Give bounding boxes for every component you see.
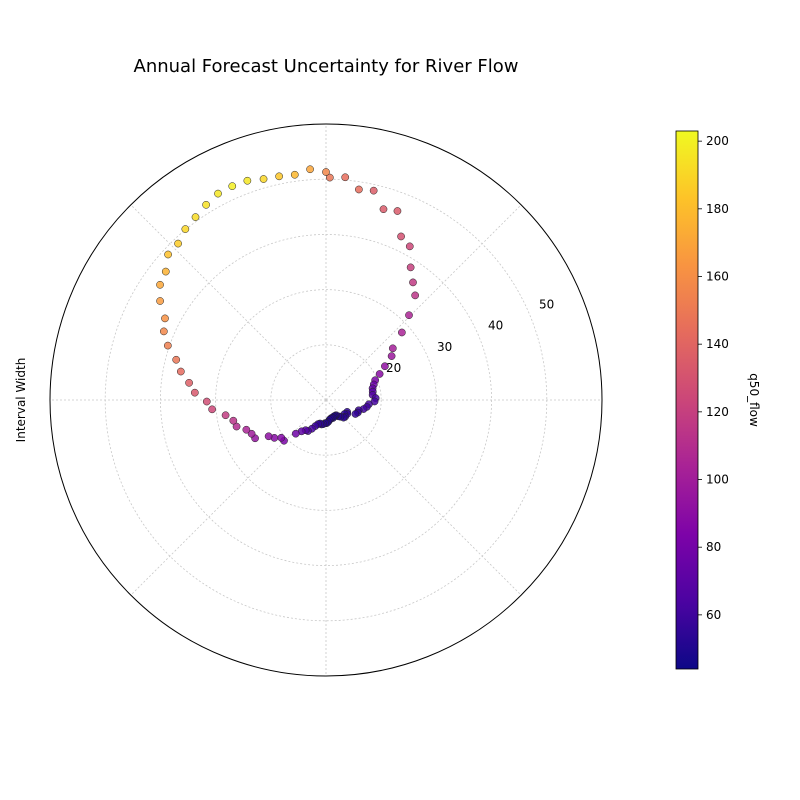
colorbar-tick-label: 160 (706, 269, 729, 283)
data-point (172, 355, 181, 364)
data-point (208, 405, 216, 414)
grid-spoke (325, 399, 522, 596)
colorbar-label: q50_flow (747, 373, 761, 427)
y-axis-label: Interval Width (14, 358, 28, 443)
colorbar-tick-label: 100 (706, 473, 729, 487)
data-point (341, 173, 350, 182)
colorbar-tick-label: 140 (706, 337, 729, 351)
data-point (202, 200, 210, 209)
data-point (164, 250, 172, 259)
polar-grid (50, 124, 602, 676)
colorbar-tick-label: 200 (706, 134, 729, 148)
data-point (306, 165, 314, 174)
data-point (379, 205, 388, 214)
data-point (247, 429, 256, 438)
data-point (243, 176, 252, 185)
radial-tick-label: 30 (437, 340, 452, 354)
data-point (381, 362, 389, 371)
polar-frame (49, 123, 603, 677)
data-point (388, 344, 397, 353)
data-point (277, 433, 286, 442)
data-point (174, 239, 182, 248)
data-point (409, 278, 417, 287)
data-point (375, 370, 384, 378)
data-point (325, 173, 334, 182)
grid-spoke (325, 204, 522, 401)
data-point (242, 425, 251, 434)
data-point (185, 378, 193, 387)
chart-title: Annual Forecast Uncertainty for River Fl… (134, 56, 519, 77)
radial-tick-labels: 20 30 40 50 (386, 298, 554, 375)
data-point (355, 185, 363, 194)
data-point (181, 225, 190, 233)
data-point (411, 291, 420, 300)
grid-spoke (130, 399, 327, 596)
data-point (259, 175, 268, 183)
data-point (176, 367, 185, 376)
colorbar-tick-label: 180 (706, 202, 729, 216)
grid-ring (215, 289, 437, 511)
data-point (405, 242, 414, 251)
grid-ring (270, 344, 382, 456)
data-point (159, 327, 168, 336)
data-point (275, 172, 283, 181)
data-point (264, 432, 273, 441)
data-point (221, 411, 230, 420)
data-point (398, 328, 406, 337)
colorbar-tick-label: 60 (706, 608, 721, 622)
data-point (161, 267, 170, 276)
colorbar: 60 80 100 120 140 160 180 200 q50_flow (675, 130, 761, 670)
data-point (291, 429, 300, 438)
colorbar-gradient (675, 130, 699, 670)
radial-tick-label: 40 (488, 319, 503, 333)
data-point (191, 213, 200, 221)
data-point (229, 416, 238, 425)
data-point (322, 168, 330, 176)
data-point (369, 186, 378, 195)
data-point (228, 182, 237, 190)
radial-tick-label: 20 (386, 361, 401, 375)
data-point (190, 388, 199, 397)
data-point (161, 314, 169, 323)
data-point (163, 341, 172, 350)
data-point (387, 352, 396, 360)
data-points (156, 165, 420, 445)
data-point (232, 422, 241, 431)
data-point (290, 170, 299, 179)
colorbar-tick-label: 120 (706, 405, 729, 419)
data-point (397, 232, 405, 241)
data-point (405, 311, 413, 320)
data-point (351, 410, 360, 418)
colorbar-tick-label: 80 (706, 540, 721, 554)
data-point (214, 189, 222, 198)
radial-tick-label: 50 (539, 298, 554, 312)
data-point (156, 280, 164, 289)
grid-spoke (130, 204, 327, 401)
data-point (406, 263, 415, 272)
data-point (393, 207, 402, 215)
data-point (156, 297, 164, 305)
data-point (202, 397, 211, 406)
colorbar-ticks: 60 80 100 120 140 160 180 200 (698, 134, 729, 622)
